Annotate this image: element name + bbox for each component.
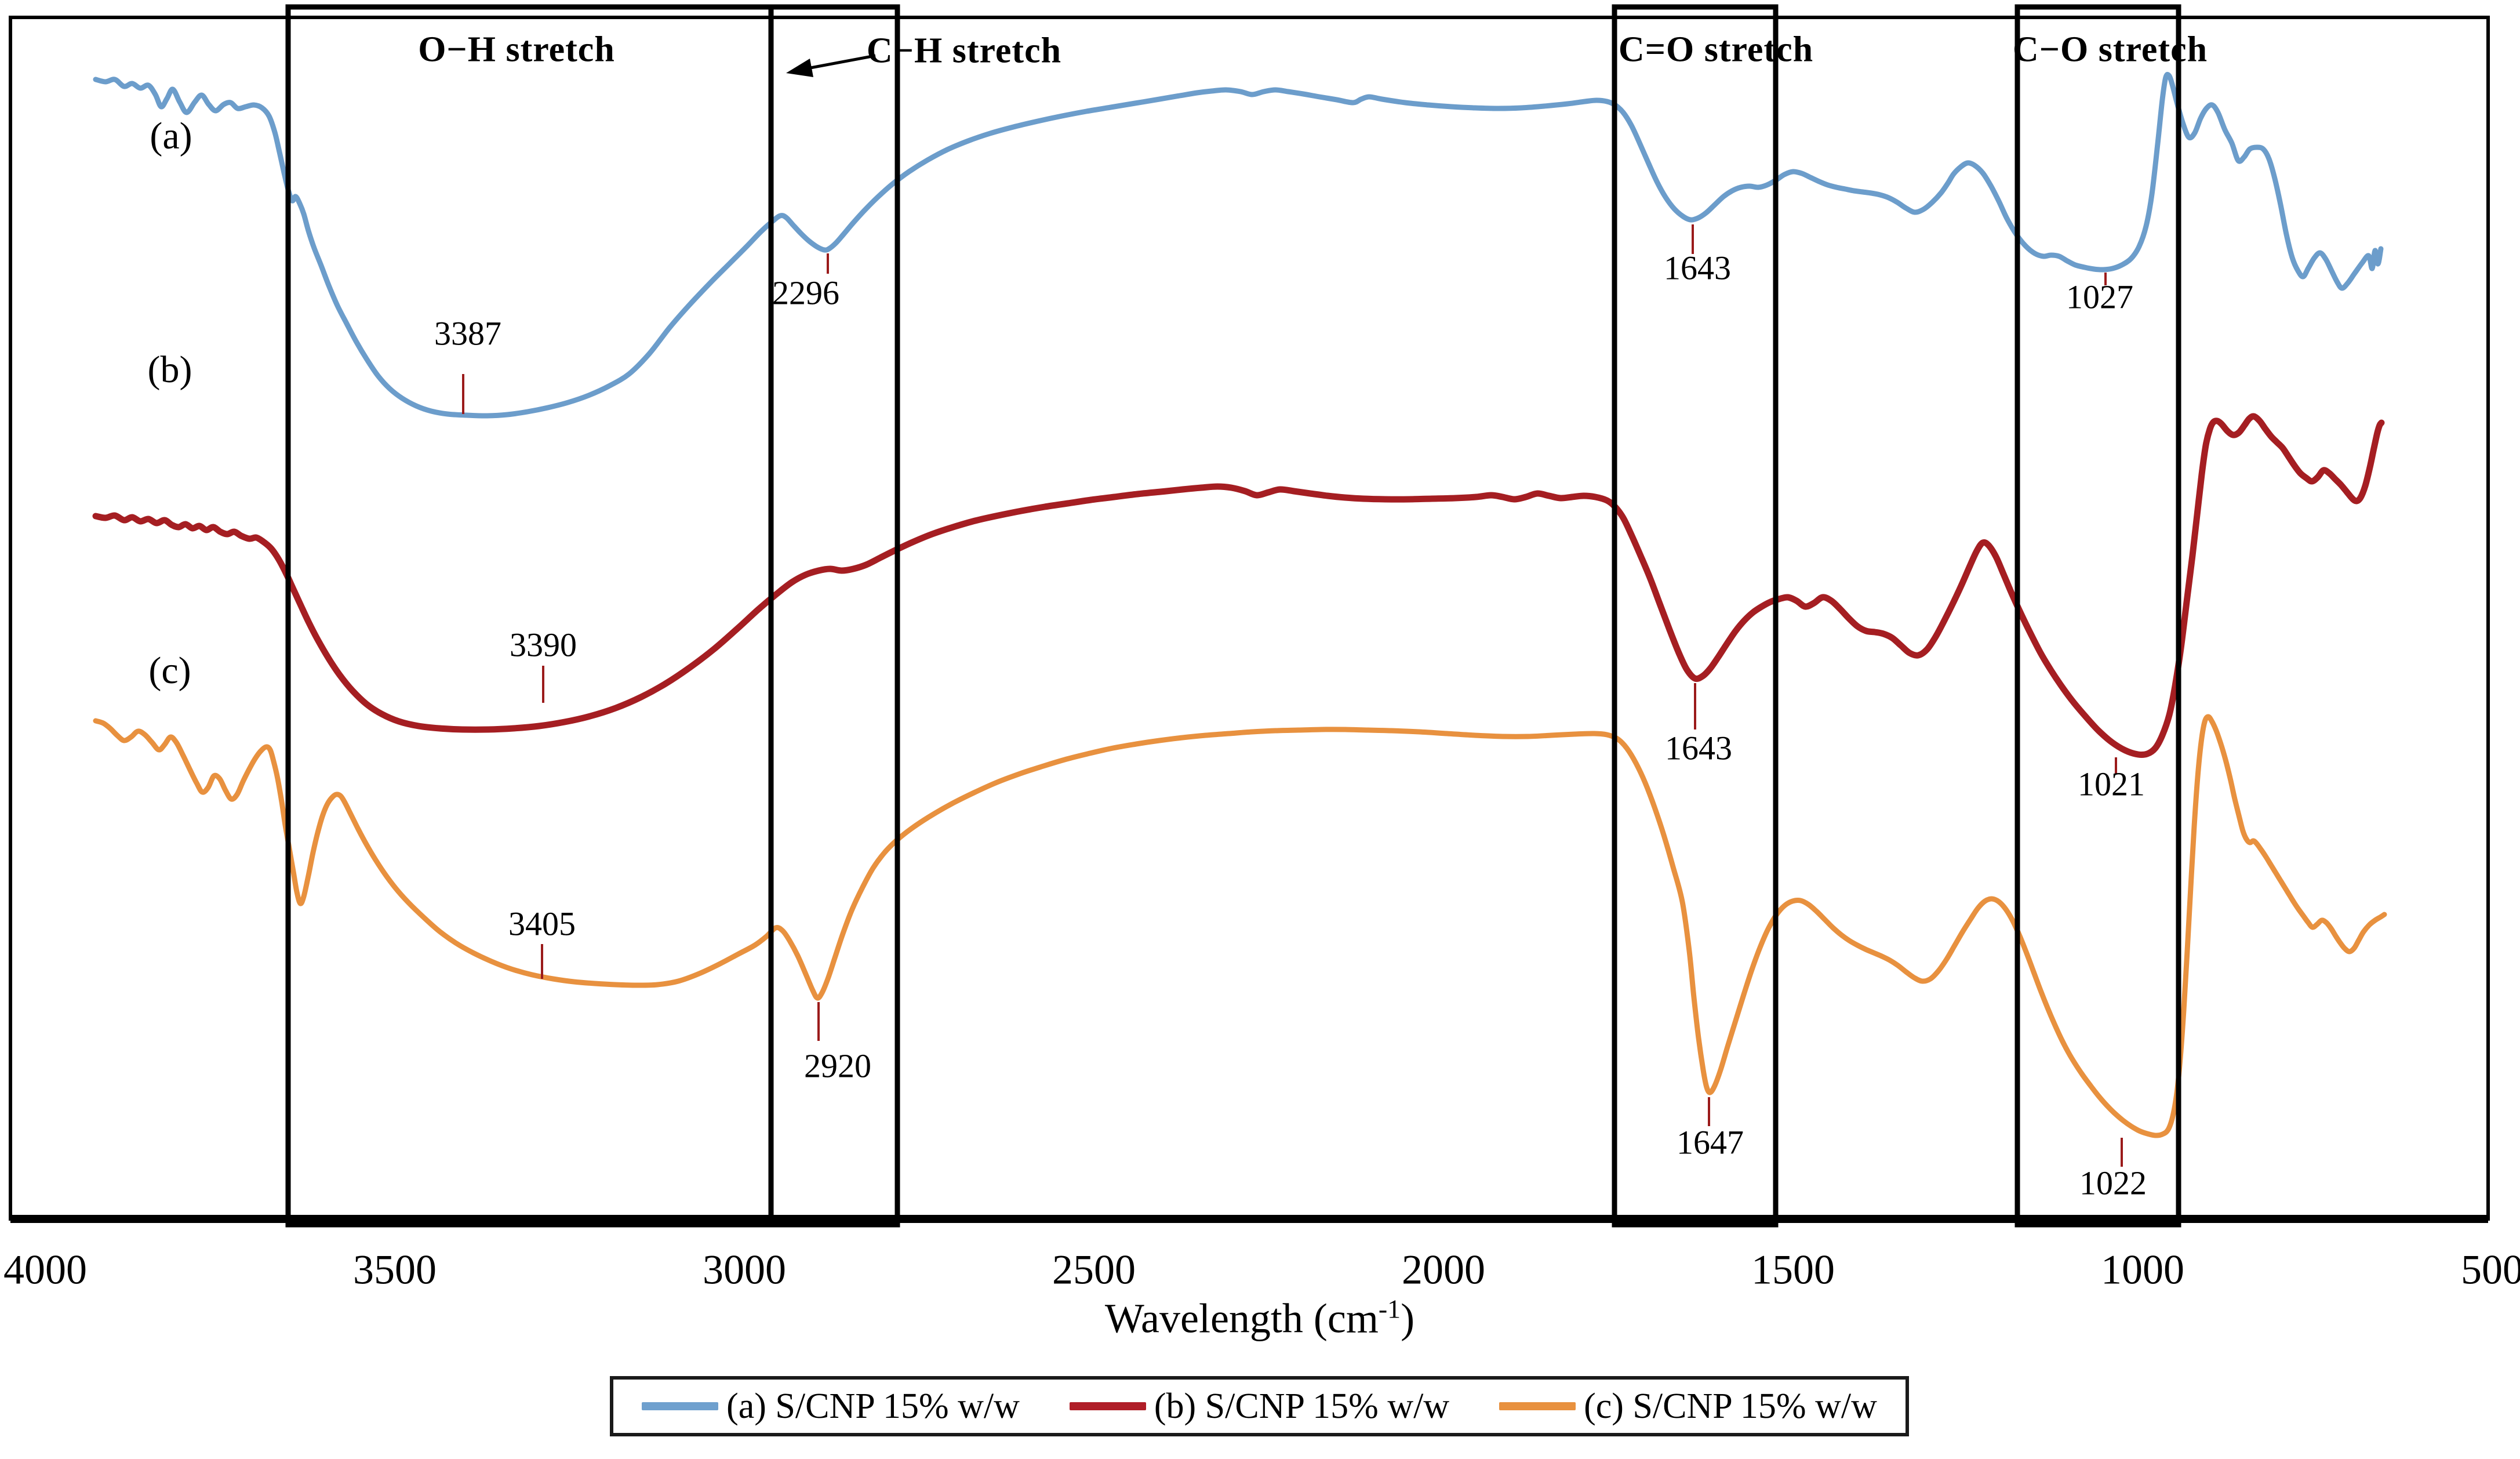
- region-box-c-o: [2014, 4, 2181, 1228]
- curve-c: [93, 714, 2387, 1138]
- legend-swatch-b-icon: [1069, 1402, 1146, 1410]
- curve-a: [93, 72, 2384, 419]
- legend-label-b: (b) S/CNP 15% w/w: [1154, 1386, 1450, 1426]
- region-box-o-h: [285, 4, 774, 1228]
- plot-border: [9, 16, 2490, 1221]
- legend-swatch-c-icon: [1499, 1402, 1576, 1410]
- legend-item-b: (b) S/CNP 15% w/w: [1069, 1386, 1450, 1427]
- legend: (a) S/CNP 15% w/w (b) S/CNP 15% w/w (c) S/…: [610, 1376, 1909, 1436]
- ch-arrow-head-icon: [786, 59, 813, 77]
- ch-arrow-line: [810, 54, 876, 70]
- region-box-c=o: [1612, 4, 1779, 1228]
- legend-swatch-a-icon: [642, 1402, 719, 1410]
- legend-item-c: (c) S/CNP 15% w/w: [1499, 1386, 1877, 1427]
- region-box-c-h: [768, 4, 900, 1228]
- curve-b: [92, 413, 2385, 758]
- legend-label-c: (c) S/CNP 15% w/w: [1584, 1386, 1877, 1426]
- legend-label-a: (a) S/CNP 15% w/w: [726, 1386, 1020, 1426]
- legend-item-a: (a) S/CNP 15% w/w: [642, 1386, 1020, 1427]
